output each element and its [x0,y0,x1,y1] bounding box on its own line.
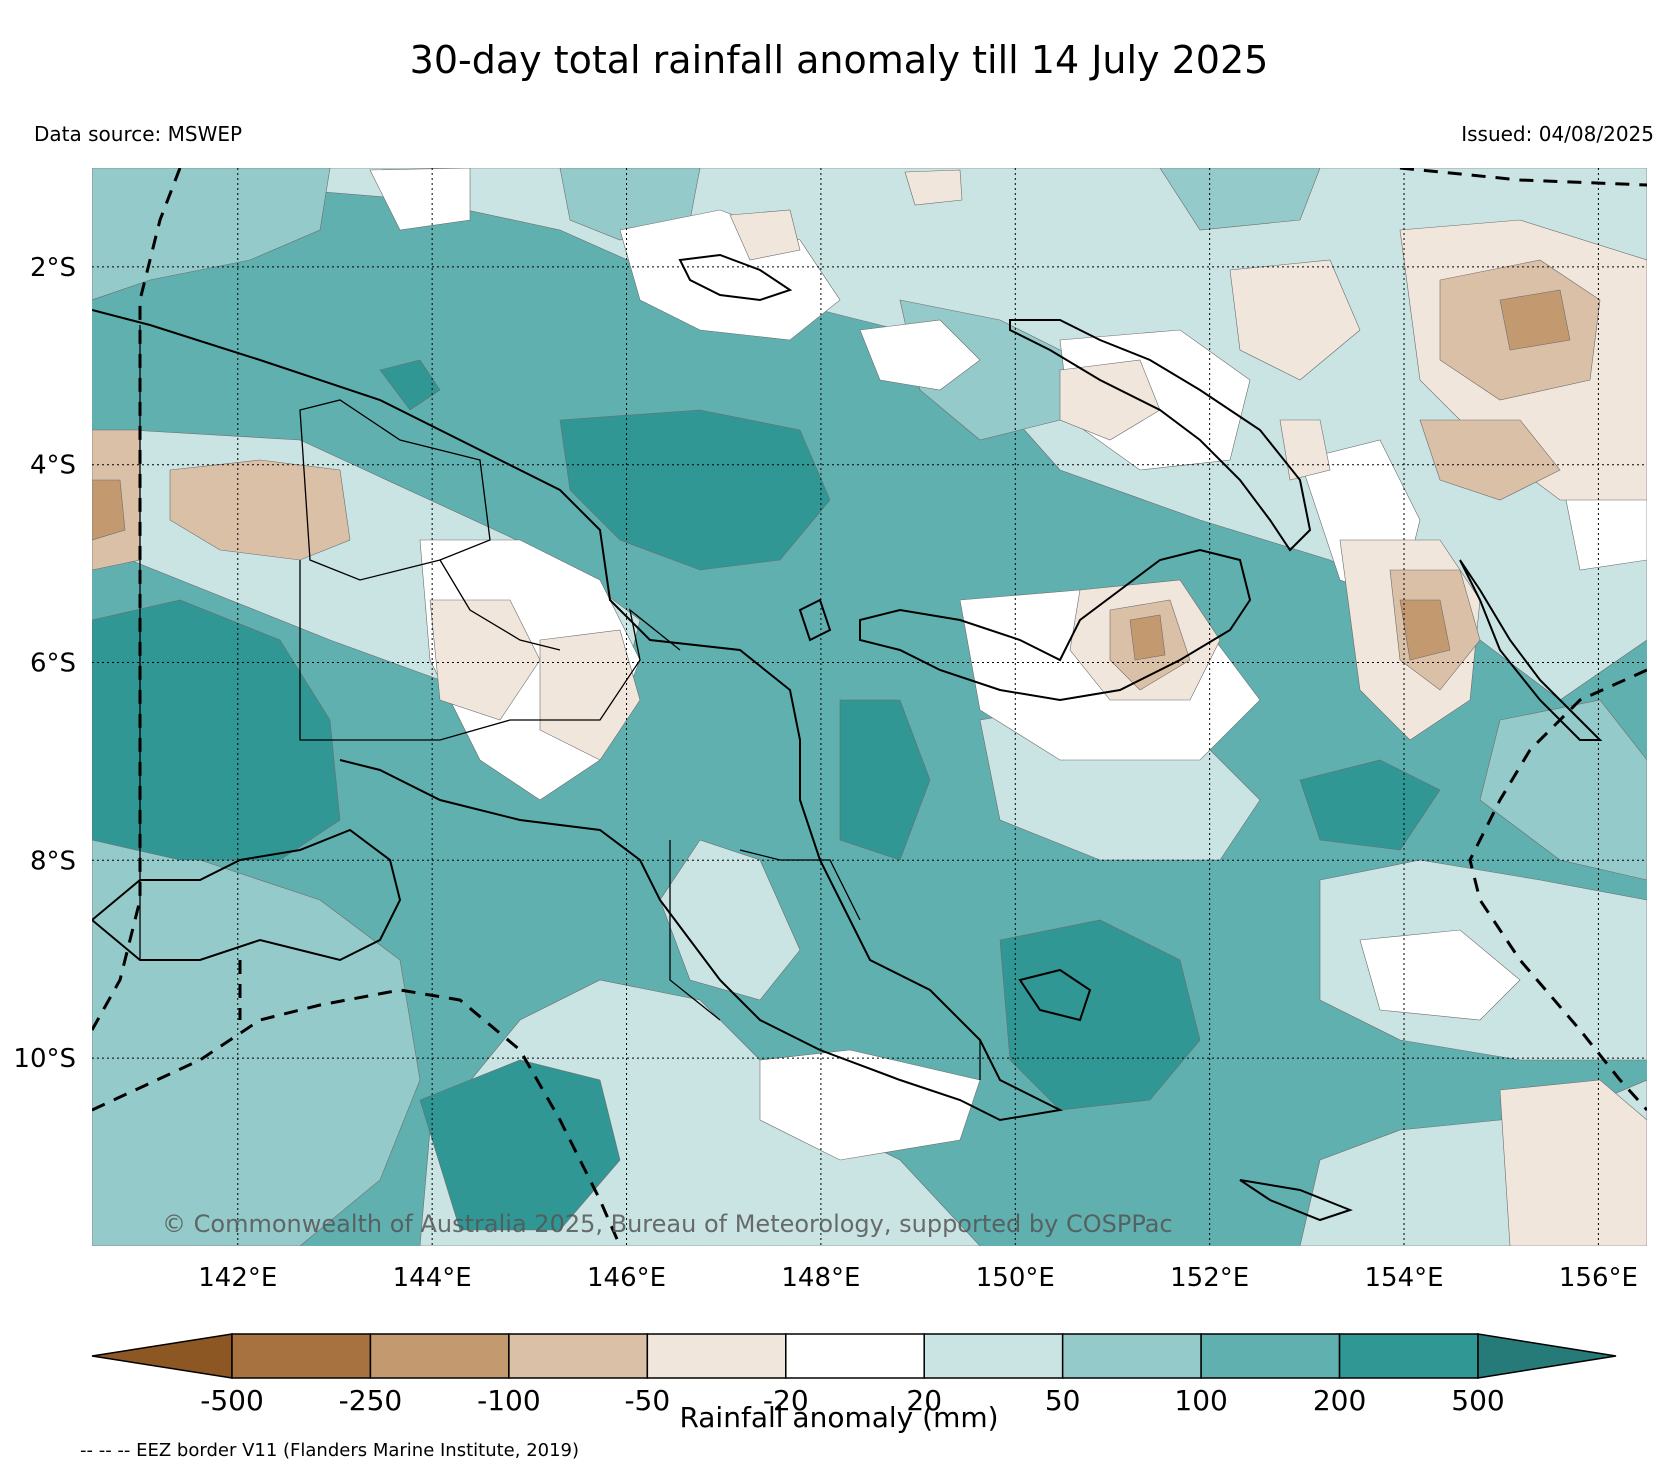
colorbar-tick-label: -500 [200,1384,264,1417]
anomaly-band-50-100 [92,168,1647,1246]
graticule [92,168,1647,1246]
colorbar-segment [1061,1333,1202,1379]
lon-tick-label: 152°E [1170,1263,1249,1293]
colorbar-over-arrow [1477,1333,1617,1379]
data-source-label: Data source: MSWEP [34,122,243,146]
lon-tick-label: 156°E [1559,1263,1638,1293]
lon-tick-label: 144°E [393,1263,472,1293]
lat-tick-label: 2°S [30,253,76,283]
colorbar-segment [231,1333,372,1379]
lon-tick-label: 146°E [587,1263,666,1293]
colorbar-tick-label: 50 [1045,1384,1081,1417]
lon-tick-label: 142°E [198,1263,277,1293]
copyright-notice: © Commonwealth of Australia 2025, Bureau… [162,1210,1173,1238]
colorbar-tick-label: 100 [1174,1384,1227,1417]
eez-border-note: -- -- -- EEZ border V11 (Flanders Marine… [80,1440,580,1461]
issued-date-label: Issued: 04/08/2025 [1461,122,1654,146]
eez-borders [92,168,1647,1246]
lat-tick-label: 8°S [30,846,76,876]
lon-tick-label: 148°E [781,1263,860,1293]
colorbar-segment [508,1333,649,1379]
colorbar-label: Rainfall anomaly (mm) [679,1401,999,1434]
lat-tick-label: 10°S [13,1044,76,1074]
colorbar: -500 -250 -100 -50 -20 20 50 100 200 500 [91,1333,1617,1417]
colorbar-segments [231,1333,1479,1379]
colorbar-tick-label: 200 [1313,1384,1366,1417]
colorbar-segment [1338,1333,1479,1379]
anomaly-band-neg250-neg100 [92,289,1571,661]
colorbar-tick-label: 500 [1451,1384,1504,1417]
colorbar-under-arrow [91,1333,233,1379]
map-title: 30-day total rainfall anomaly till 14 Ju… [409,38,1269,82]
lon-tick-label: 150°E [976,1263,1055,1293]
colorbar-segment [1200,1333,1341,1379]
latitude-labels: 2°S 4°S 6°S 8°S 10°S [13,253,76,1074]
colorbar-segment [785,1333,925,1379]
colorbar-tick-label: -100 [477,1384,541,1417]
colorbar-segment [369,1333,510,1379]
lat-tick-label: 6°S [30,648,76,678]
colorbar-tick-labels: -500 -250 -100 -50 -20 20 50 100 200 500 [200,1384,1505,1417]
longitude-labels: 142°E 144°E 146°E 148°E 150°E 152°E 154°E 156°E [198,1263,1638,1293]
colorbar-segment [646,1333,787,1379]
lat-tick-label: 4°S [30,451,76,481]
anomaly-field [92,168,1647,1246]
colorbar-tick-label: -250 [339,1384,403,1417]
colorbar-tick-label: 20 [906,1384,942,1417]
lon-tick-label: 154°E [1365,1263,1444,1293]
colorbar-tick-label: -20 [763,1384,809,1417]
coastlines [92,253,1603,1222]
colorbar-segment [923,1333,1064,1379]
colorbar-tick-label: -50 [624,1384,670,1417]
anomaly-band-200-500 [92,359,1441,1231]
